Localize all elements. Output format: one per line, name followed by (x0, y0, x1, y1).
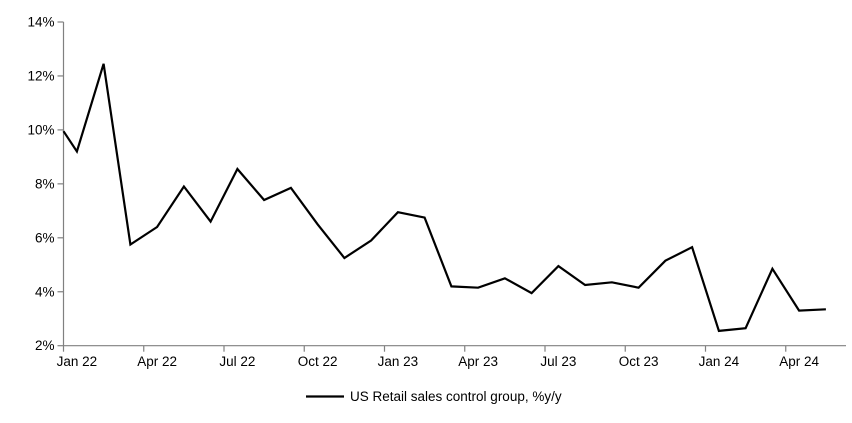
x-tick-label: Apr 23 (458, 354, 498, 369)
y-axis-ticks (57, 21, 64, 347)
x-tick-label: Jan 24 (699, 354, 740, 369)
x-tick-label: Jul 23 (540, 354, 576, 369)
y-tick-label: 4% (35, 284, 55, 299)
y-tick-label: 8% (35, 176, 55, 191)
y-tick-label: 10% (27, 122, 54, 137)
y-tick-label: 12% (27, 68, 54, 83)
y-tick-label: 14% (27, 15, 54, 30)
x-tick-label: Jan 23 (378, 354, 419, 369)
legend-label: US Retail sales control group, %y/y (350, 389, 562, 404)
x-tick-label: Apr 22 (137, 354, 177, 369)
x-tick-label: Jan 22 (57, 354, 98, 369)
x-axis-labels: Jan 22 Apr 22 Jul 22 Oct 22 Jan 23 Apr 23 Jul … (57, 354, 820, 369)
x-axis-ticks (62, 345, 787, 352)
x-tick-label: Oct 22 (298, 354, 338, 369)
x-tick-label: Apr 24 (779, 354, 819, 369)
legend: US Retail sales control group, %y/y (306, 389, 562, 404)
y-tick-label: 2% (35, 338, 55, 353)
y-tick-label: 6% (35, 230, 55, 245)
axes (62, 22, 846, 347)
x-tick-label: Oct 23 (619, 354, 659, 369)
x-tick-label: Jul 22 (219, 354, 255, 369)
series-line-us-retail-control-group (62, 63, 826, 333)
y-axis-labels: 2% 4% 6% 8% 10% 12% 14% (27, 15, 54, 354)
